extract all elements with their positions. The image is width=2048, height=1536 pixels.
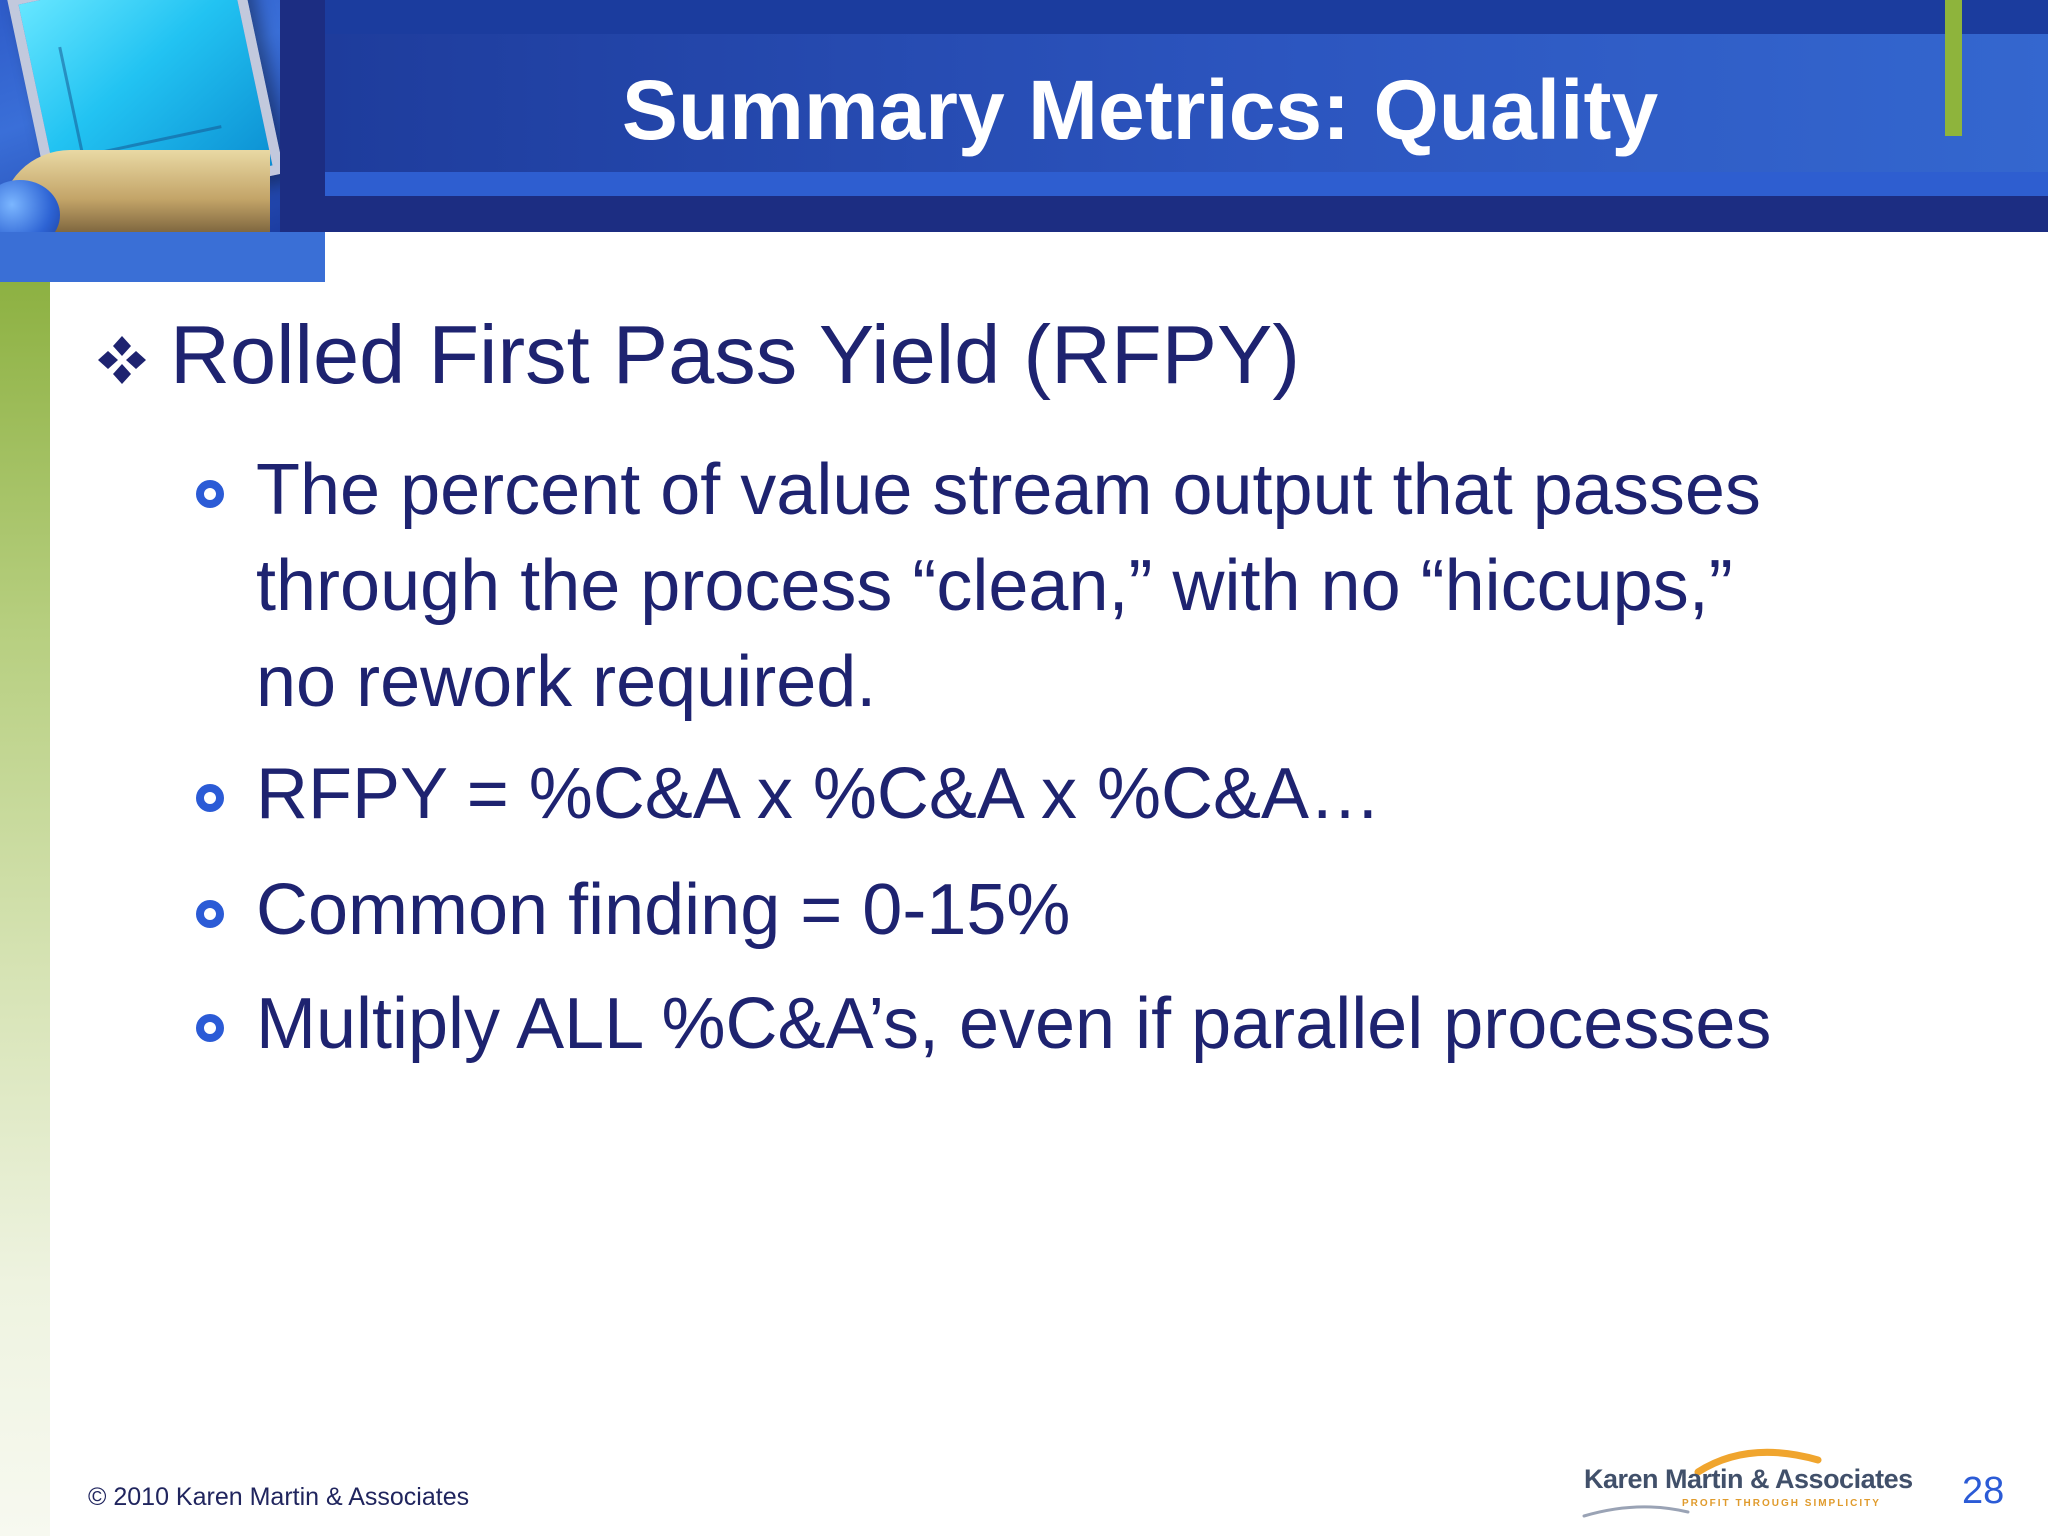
sub-point-1-line-3: no rework required. [256, 642, 877, 722]
logo-swoosh-icon [1582, 1448, 1822, 1518]
sub-point-4: Multiply ALL %C&A’s, even if parallel pr… [256, 984, 1772, 1064]
company-logo: Karen Martin & Associates PROFIT THROUGH… [1578, 1442, 1913, 1522]
logo-tagline: PROFIT THROUGH SIMPLICITY [1682, 1498, 1881, 1509]
main-point-text: Rolled First Pass Yield (RFPY) [170, 308, 1301, 401]
corner-strip [0, 232, 325, 282]
header-left-band [280, 0, 325, 232]
left-gradient-bar [0, 282, 50, 1536]
ring-bullet-icon [196, 480, 224, 508]
header-stripe [325, 172, 2048, 196]
sub-point-2: RFPY = %C&A x %C&A x %C&A… [256, 754, 1382, 834]
green-accent-bar [1945, 0, 1962, 136]
sub-point-3: Common finding = 0-15% [256, 870, 1071, 950]
page-number: 28 [1962, 1470, 2005, 1512]
ring-bullet-icon [196, 900, 224, 928]
header-top-band [325, 0, 2048, 34]
title-bar [325, 34, 2048, 195]
ring-bullet-icon [196, 784, 224, 812]
four-diamond-icon [98, 336, 146, 384]
logo-name: Karen Martin & Associates [1584, 1464, 1913, 1494]
footer-copyright: © 2010 Karen Martin & Associates [88, 1483, 470, 1511]
sub-point-1-line-1: The percent of value stream output that … [256, 450, 1761, 530]
computer-monitor-icon [0, 0, 280, 232]
header-bottom-band [280, 196, 2048, 232]
sub-point-1-line-2: through the process “clean,” with no “hi… [256, 546, 1733, 626]
ring-bullet-icon [196, 1014, 224, 1042]
slide-title: Summary Metrics: Quality [621, 63, 1659, 157]
